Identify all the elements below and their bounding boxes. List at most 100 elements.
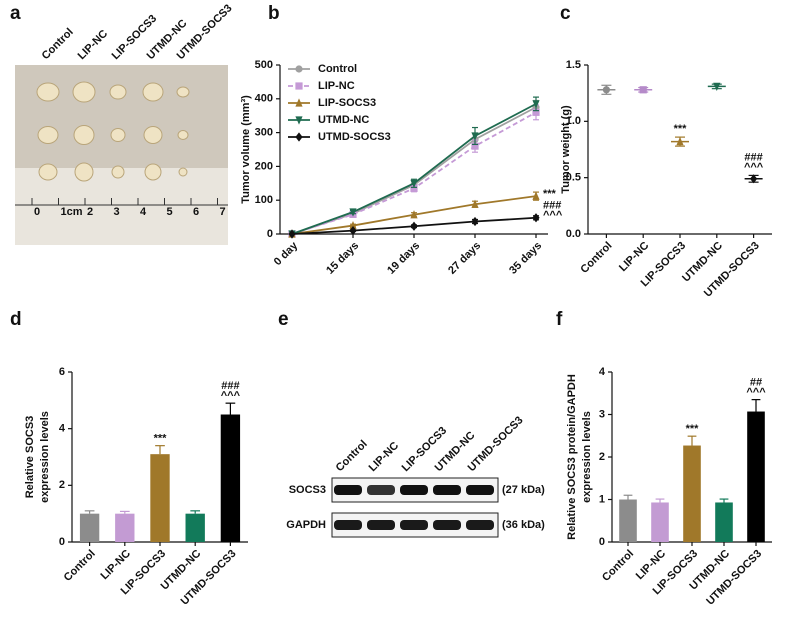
tumor bbox=[74, 162, 94, 182]
band bbox=[466, 485, 494, 495]
y-tick-label: 400 bbox=[255, 93, 273, 105]
annotation: *** bbox=[543, 188, 557, 200]
marker bbox=[410, 179, 418, 188]
ruler-label: 0 bbox=[34, 206, 40, 218]
annotation: ### bbox=[221, 380, 239, 392]
y-tick-label: 0.0 bbox=[566, 228, 581, 240]
marker bbox=[288, 229, 296, 239]
y-tick-label: 0 bbox=[59, 536, 65, 548]
y-axis-title: expression levels bbox=[581, 411, 593, 503]
legend-label: Control bbox=[318, 63, 357, 75]
marker bbox=[532, 108, 540, 116]
marker bbox=[295, 116, 303, 125]
tumor bbox=[144, 163, 162, 181]
marker bbox=[676, 137, 684, 146]
legend-label: LIP-SOCS3 bbox=[318, 97, 376, 109]
ruler-label: 5 bbox=[167, 206, 173, 218]
y-axis-title: Relative SOCS3 bbox=[24, 416, 36, 499]
ruler-label: 7 bbox=[220, 206, 226, 218]
y-tick-label: 2 bbox=[59, 479, 65, 491]
legend-label: UTMD-SOCS3 bbox=[318, 131, 391, 143]
y-tick-label: 200 bbox=[255, 160, 273, 172]
marker bbox=[295, 65, 303, 73]
annotation: ### bbox=[543, 200, 561, 212]
panel-letter: f bbox=[556, 309, 563, 330]
y-tick-label: 6 bbox=[59, 366, 65, 378]
y-tick-label: 1.0 bbox=[566, 115, 581, 127]
marker bbox=[602, 86, 611, 94]
bar bbox=[619, 499, 637, 542]
bar bbox=[115, 513, 135, 542]
tumor bbox=[110, 128, 126, 142]
bar bbox=[651, 502, 669, 542]
y-tick-label: 100 bbox=[255, 194, 273, 206]
y-tick-label: 1.5 bbox=[566, 59, 581, 71]
band bbox=[466, 520, 494, 530]
y-tick-label: 0.5 bbox=[566, 172, 581, 184]
panel-letter: c bbox=[560, 3, 571, 24]
panel-letter: a bbox=[10, 3, 21, 24]
band bbox=[334, 520, 362, 530]
marker bbox=[532, 191, 540, 200]
y-axis-title: Tumor volume (mm³) bbox=[240, 95, 252, 204]
legend-label: UTMD-NC bbox=[318, 114, 369, 126]
lane-label: UTMD-SOCS3 bbox=[466, 414, 526, 474]
x-tick-label: 15 days bbox=[324, 240, 361, 277]
group-label: LIP-NC bbox=[76, 28, 110, 62]
tumor bbox=[72, 81, 96, 103]
band bbox=[367, 520, 395, 530]
x-tick-label: Control bbox=[62, 548, 98, 584]
photo bbox=[15, 65, 228, 245]
marker bbox=[295, 98, 303, 107]
panel-letter: b bbox=[268, 3, 280, 24]
tumor bbox=[109, 84, 127, 100]
ruler-label: 4 bbox=[140, 206, 147, 218]
y-axis-title: Relative SOCS3 protein/GAPDH bbox=[566, 374, 578, 540]
annotation: ^^^ bbox=[746, 387, 766, 399]
y-tick-label: 4 bbox=[59, 423, 66, 435]
tumor bbox=[73, 125, 95, 145]
bar bbox=[185, 513, 205, 542]
tumor bbox=[178, 167, 188, 177]
y-tick-label: 500 bbox=[255, 59, 273, 71]
ruler-label: 2 bbox=[87, 206, 93, 218]
marker bbox=[471, 216, 479, 227]
marker bbox=[410, 210, 418, 219]
marker bbox=[410, 184, 418, 192]
marker bbox=[410, 221, 418, 231]
annotation: ### bbox=[744, 151, 762, 163]
size-label: (36 kDa) bbox=[502, 519, 545, 531]
annotation: *** bbox=[686, 423, 700, 435]
y-axis-title: Tumor weight (g) bbox=[560, 105, 572, 194]
annotation: ## bbox=[750, 377, 762, 389]
group-label: Control bbox=[40, 26, 76, 62]
tumor bbox=[36, 82, 60, 102]
annotation: ^^^ bbox=[744, 161, 764, 173]
tumor bbox=[176, 86, 190, 98]
band bbox=[367, 485, 395, 495]
y-axis-title: expression levels bbox=[39, 411, 51, 503]
marker bbox=[639, 86, 647, 94]
marker bbox=[532, 100, 540, 109]
tumor bbox=[142, 82, 164, 102]
marker bbox=[471, 132, 479, 141]
x-tick-label: LIP-NC bbox=[617, 240, 651, 274]
annotation: ^^^ bbox=[221, 390, 241, 402]
y-tick-label: 4 bbox=[599, 366, 606, 378]
x-tick-label: LIP-NC bbox=[99, 548, 133, 582]
marker bbox=[713, 82, 721, 92]
bar bbox=[79, 513, 100, 542]
band bbox=[400, 485, 428, 495]
marker bbox=[349, 208, 357, 217]
annotation: ^^^ bbox=[543, 210, 563, 222]
group-label: UTMD-SOCS3 bbox=[175, 2, 235, 62]
marker bbox=[295, 132, 303, 142]
y-tick-label: 300 bbox=[255, 127, 273, 139]
tumor bbox=[177, 130, 189, 140]
band bbox=[400, 520, 428, 530]
tumor bbox=[111, 165, 125, 179]
marker bbox=[349, 226, 357, 236]
band bbox=[433, 520, 461, 530]
x-tick-label: Control bbox=[578, 240, 614, 276]
